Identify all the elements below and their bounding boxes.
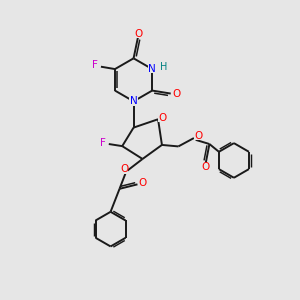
Text: H: H bbox=[160, 62, 167, 72]
Text: O: O bbox=[139, 178, 147, 188]
FancyBboxPatch shape bbox=[120, 166, 128, 174]
Text: O: O bbox=[194, 131, 202, 141]
FancyBboxPatch shape bbox=[134, 31, 142, 38]
FancyBboxPatch shape bbox=[194, 132, 202, 140]
Text: O: O bbox=[120, 164, 128, 174]
Text: O: O bbox=[134, 29, 142, 39]
Text: F: F bbox=[100, 138, 106, 148]
FancyBboxPatch shape bbox=[201, 163, 209, 171]
Text: O: O bbox=[201, 162, 209, 172]
Text: O: O bbox=[172, 88, 181, 99]
FancyBboxPatch shape bbox=[139, 179, 147, 187]
Text: O: O bbox=[158, 113, 167, 123]
FancyBboxPatch shape bbox=[172, 90, 180, 98]
FancyBboxPatch shape bbox=[158, 114, 166, 122]
FancyBboxPatch shape bbox=[129, 97, 138, 106]
Text: F: F bbox=[92, 61, 98, 70]
Text: N: N bbox=[130, 96, 137, 106]
Text: N: N bbox=[148, 64, 156, 74]
FancyBboxPatch shape bbox=[148, 65, 156, 73]
